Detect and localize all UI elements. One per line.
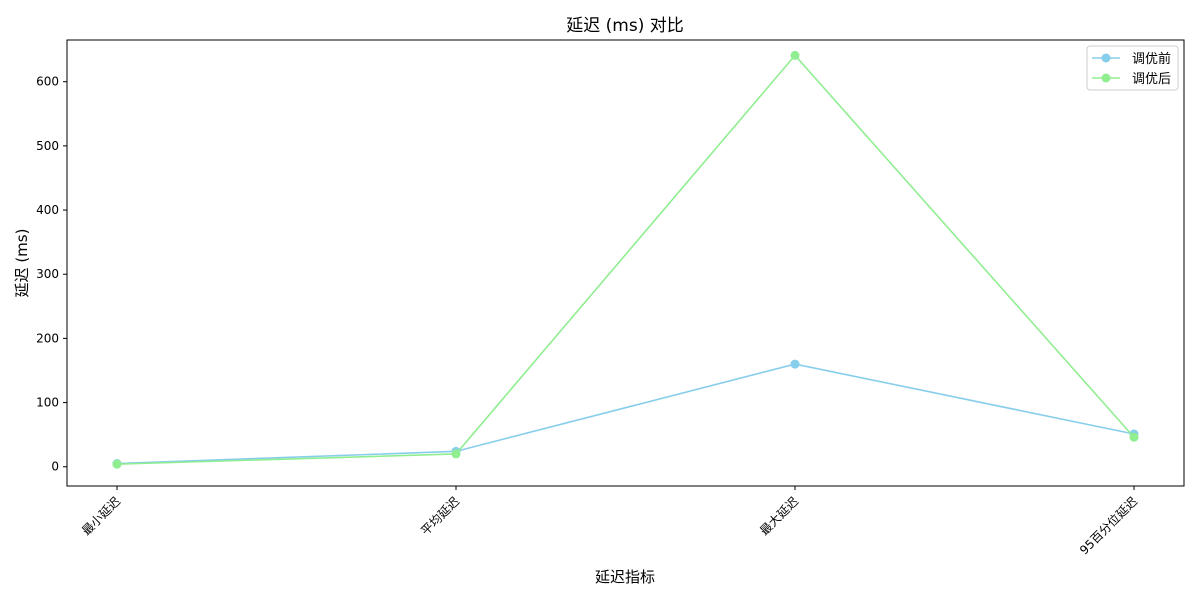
series-line: [116, 54, 1135, 465]
data-point: [790, 50, 800, 60]
series-2: [112, 50, 1139, 469]
x-tick-label: 95百分位延迟: [1076, 494, 1140, 558]
plot-area-frame: [66, 39, 1185, 487]
series-1: [112, 359, 1139, 469]
x-tick-label: 最大延迟: [757, 494, 801, 538]
data-point: [1129, 432, 1139, 442]
y-axis-label: 延迟 (ms): [13, 229, 31, 298]
y-tick-label: 0: [51, 460, 59, 474]
y-tick-label: 100: [36, 396, 59, 410]
y-tick-label: 400: [36, 203, 59, 217]
legend-item: 调优后: [1092, 72, 1171, 87]
y-tick-label: 600: [36, 75, 59, 89]
y-axis: 0 100 200 300 400 500 600: [36, 75, 67, 474]
legend-marker-swatch: [1101, 73, 1111, 83]
legend-label: 调优后: [1132, 72, 1171, 87]
y-tick-label: 300: [36, 267, 59, 281]
series-layer: [112, 50, 1139, 469]
x-axis-label: 延迟指标: [595, 568, 655, 586]
chart-title: 延迟 (ms) 对比: [566, 16, 684, 36]
y-tick-label: 200: [36, 331, 59, 345]
legend-marker-swatch: [1101, 53, 1111, 63]
series-line: [116, 363, 1135, 465]
y-tick-label: 500: [36, 139, 59, 153]
legend-label: 调优前: [1132, 51, 1171, 67]
x-axis: 最小延迟 平均延迟 最大延迟 95百分位延迟: [79, 486, 1140, 557]
data-point: [790, 359, 800, 369]
x-tick-label: 最小延迟: [79, 494, 123, 538]
data-point: [451, 449, 461, 459]
legend-item: 调优前: [1092, 51, 1171, 67]
x-tick-label: 平均延迟: [418, 494, 462, 538]
data-point: [112, 459, 122, 469]
